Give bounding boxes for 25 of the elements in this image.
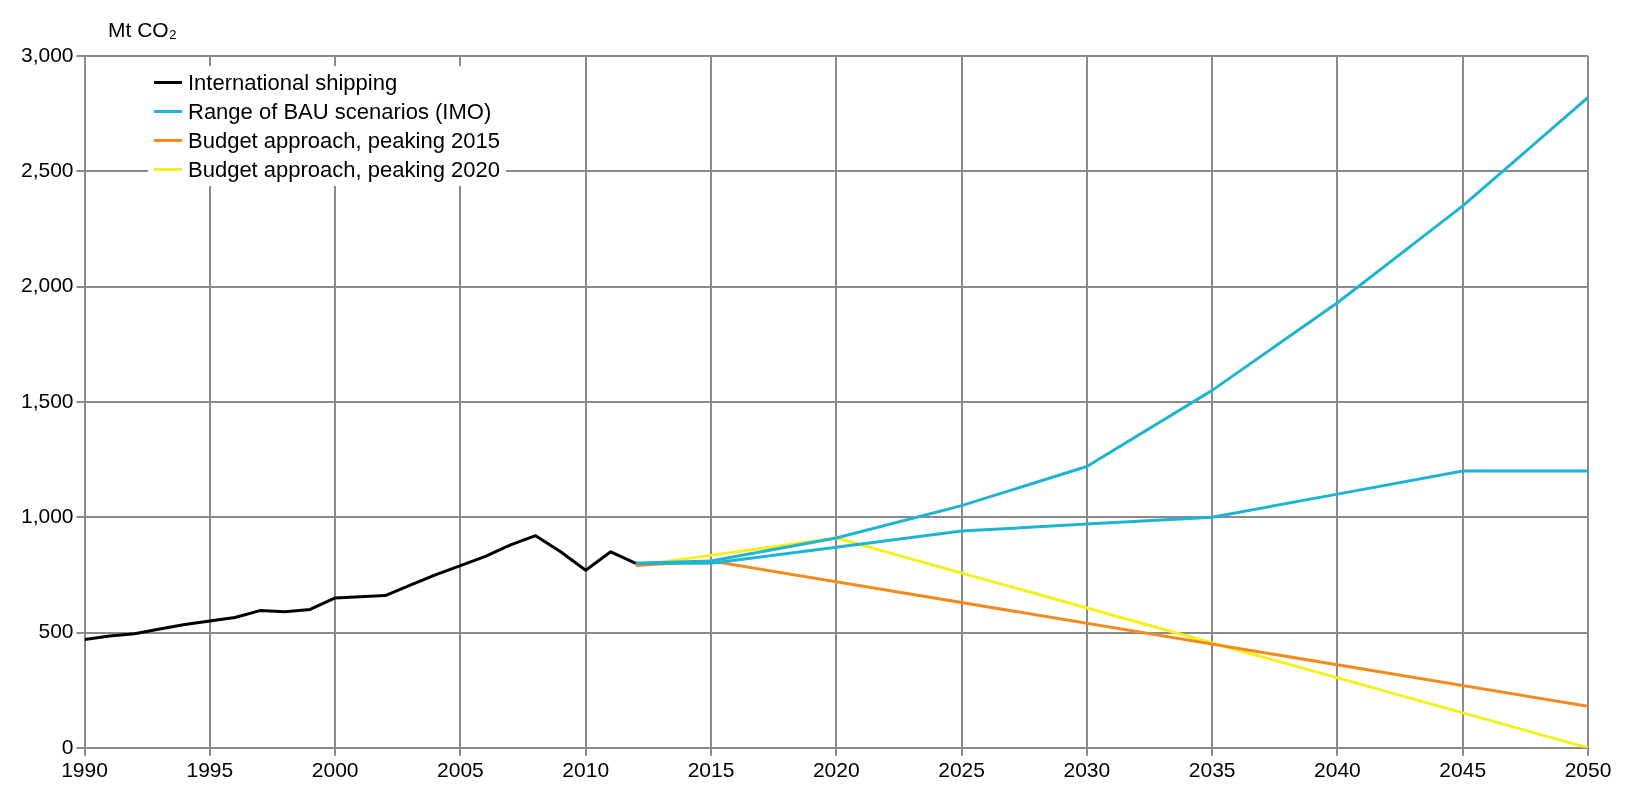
x-tick-label: 2050	[1564, 758, 1612, 782]
y-tick-label: 1,000	[20, 504, 74, 527]
x-tick-label: 2005	[437, 758, 484, 782]
x-tick-label: 2045	[1439, 758, 1487, 782]
x-tick-label: 2040	[1314, 758, 1361, 782]
y-tick-label: 500	[38, 619, 74, 643]
legend-label: Range of BAU scenarios (IMO)	[188, 98, 492, 126]
y-tick-label: 2,500	[20, 158, 74, 182]
x-tick-label: 2010	[562, 758, 610, 782]
y-tick-label: 0	[61, 734, 74, 758]
y-tick-label: 1,500	[20, 388, 74, 412]
x-tick-label: 2025	[938, 758, 985, 782]
x-tick-label: 2035	[1188, 758, 1236, 782]
legend-label: International shipping	[188, 69, 398, 97]
y-axis-title: Mt CO₂	[108, 18, 177, 42]
y-tick-label: 2,000	[20, 273, 74, 297]
x-tick-label: 2015	[687, 758, 735, 782]
legend-label: Budget approach, peaking 2020	[188, 156, 500, 184]
x-tick-label: 2030	[1063, 758, 1111, 782]
x-tick-label: 2020	[812, 758, 860, 782]
y-tick-label: 3,000	[20, 42, 74, 66]
legend-label: Budget approach, peaking 2015	[188, 127, 500, 155]
x-tick-label: 2000	[311, 758, 359, 782]
x-tick-label: 1990	[61, 758, 108, 782]
x-tick-label: 1995	[186, 758, 234, 782]
